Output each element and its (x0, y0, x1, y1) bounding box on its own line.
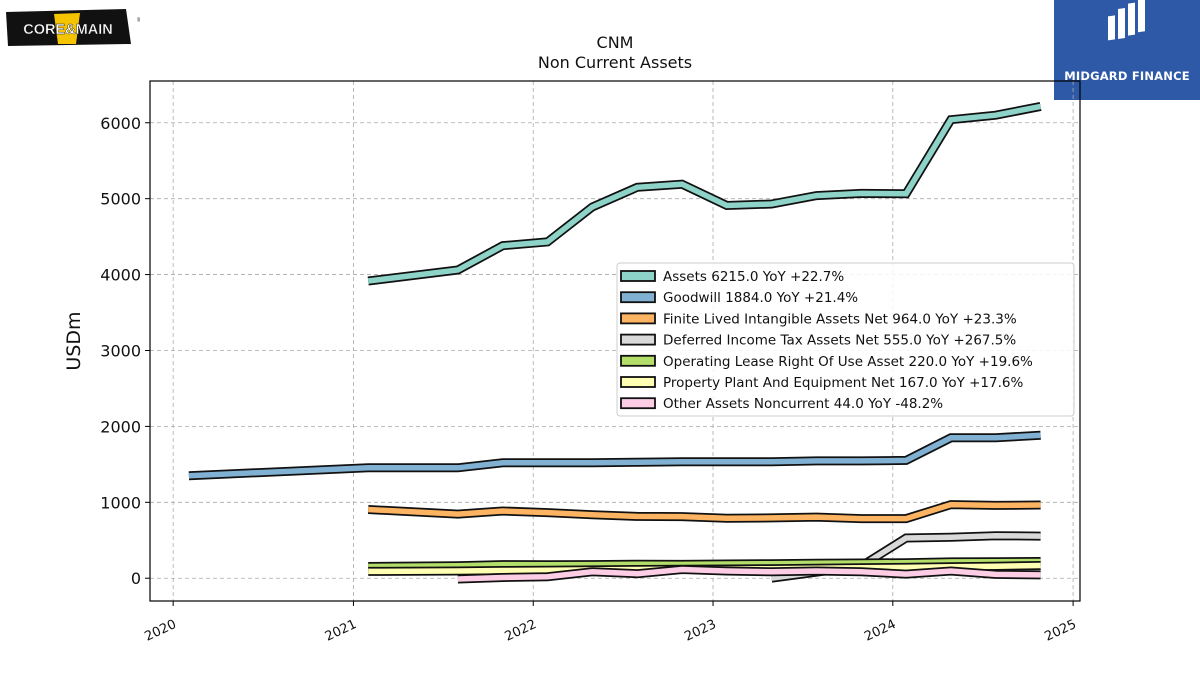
legend-label: Assets 6215.0 YoY +22.7% (663, 269, 844, 285)
core-and-main-logo: CORE&MAIN ® (6, 8, 142, 52)
x-tick-label: 2020 (143, 617, 179, 645)
logo-text: CORE&MAIN (23, 22, 112, 38)
y-tick-label: 1000 (100, 493, 141, 512)
legend: Assets 6215.0 YoY +22.7% Goodwill 1884.0 … (616, 262, 1075, 417)
y-tick-label: 6000 (100, 114, 141, 133)
x-tick-label: 2025 (1042, 617, 1078, 645)
x-tick-label: 2024 (862, 617, 898, 645)
legend-box (616, 262, 1075, 417)
legend-swatch (620, 270, 656, 282)
series-line (367, 103, 1042, 284)
legend-swatch (620, 312, 656, 325)
legend-label: Goodwill 1884.0 YoY +21.4% (663, 290, 858, 306)
x-tick-label: 2023 (682, 617, 718, 645)
y-tick-label: 2000 (100, 417, 141, 436)
midgard-brand-text: MIDGARD FINANCE (1064, 69, 1190, 83)
legend-swatch (620, 291, 656, 304)
legend-label: Operating Lease Right Of Use Asset 220.0… (663, 354, 1033, 370)
logo-accent (54, 13, 80, 44)
x-tick-label: 2021 (323, 617, 359, 645)
midgard-emblem-icon (1108, 0, 1145, 41)
legend-label: Deferred Income Tax Assets Net 555.0 YoY… (663, 333, 1016, 349)
legend-label: Finite Lived Intangible Assets Net 964.0… (663, 311, 1017, 327)
legend-swatch (620, 333, 656, 346)
series-line (368, 558, 1041, 570)
y-tick-label: 5000 (100, 190, 141, 209)
series-layer (188, 101, 1042, 584)
chart-subtitle: Non Current Assets (538, 53, 692, 72)
series-line (188, 432, 1041, 479)
series-line (457, 566, 1041, 582)
y-axis-label: USDm (63, 311, 85, 370)
midgard-finance-logo: MIDGARD FINANCE (1054, 0, 1200, 100)
y-tick-label: 3000 (100, 341, 141, 360)
y-tick-label: 0 (131, 569, 141, 588)
chart-title: CNM (597, 33, 634, 52)
x-tick-label: 2022 (503, 617, 539, 645)
plot-frame (149, 80, 1081, 602)
legend-label: Property Plant And Equipment Net 167.0 Y… (663, 375, 1023, 391)
legend-swatch (620, 376, 656, 388)
series-line (368, 501, 1041, 522)
legend-label: Other Assets Noncurrent 44.0 YoY -48.2% (663, 396, 943, 412)
legend-swatch (620, 397, 656, 410)
registered-mark: ® (137, 17, 140, 24)
legend-swatch (620, 354, 656, 367)
y-tick-label: 4000 (100, 266, 141, 285)
